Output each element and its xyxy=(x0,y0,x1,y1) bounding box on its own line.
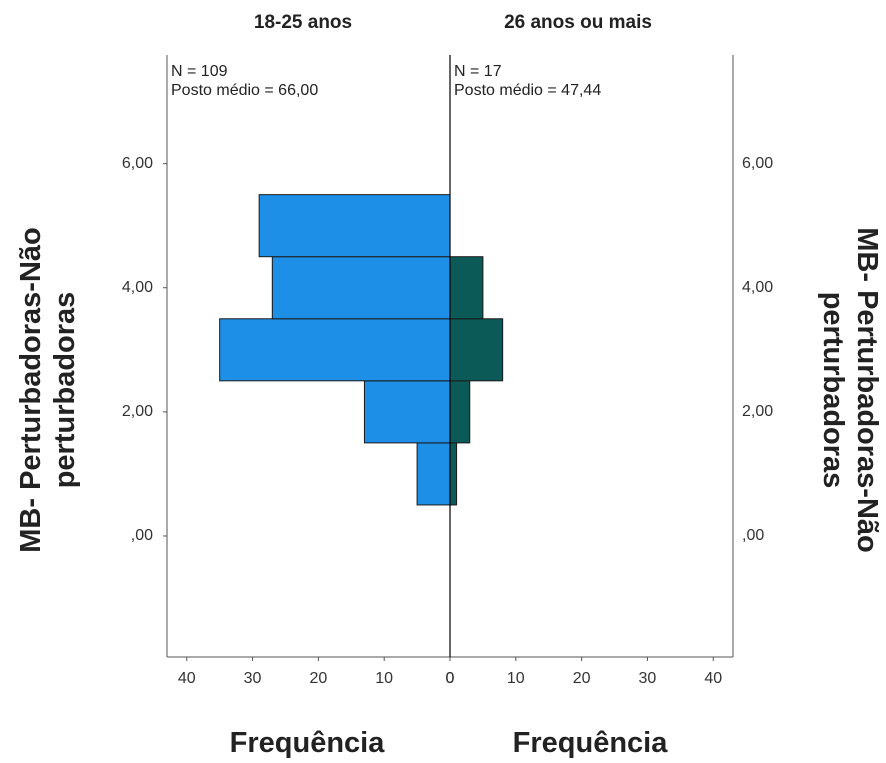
y-axis-label-line: MB- Perturbadoras-Não xyxy=(15,227,47,553)
y-axis-label: MB- Perturbadoras-Não perturbadoras xyxy=(15,227,81,553)
y-tick-label: 6,00 xyxy=(122,155,153,172)
y-axis-label-line: MB- Perturbadoras-Não xyxy=(851,227,883,553)
y-axis-label: MB- Perturbadoras-Não perturbadoras xyxy=(817,227,883,553)
bar xyxy=(363,380,451,444)
y-tick-label: ,00 xyxy=(742,527,764,544)
y-tick-label: 6,00 xyxy=(742,155,773,172)
annotation: N = 109 xyxy=(171,63,228,80)
y-tick-label: 2,00 xyxy=(742,403,773,420)
annotation: N = 17 xyxy=(454,63,502,80)
y-axis-label-line: perturbadoras xyxy=(817,292,849,489)
bar xyxy=(449,442,458,506)
panel-title: 18-25 anos xyxy=(254,12,352,33)
bar xyxy=(219,318,451,382)
y-tick-label: ,00 xyxy=(131,527,153,544)
x-tick-label: 10 xyxy=(375,670,393,687)
annotation: Posto médio = 66,00 xyxy=(171,82,318,99)
panel-title: 26 anos ou mais xyxy=(504,12,652,33)
y-tick-label: 4,00 xyxy=(742,279,773,296)
bar xyxy=(258,194,451,258)
x-tick-label: 30 xyxy=(244,670,262,687)
x-tick-label: 40 xyxy=(178,670,196,687)
x-tick-label: 0 xyxy=(446,670,455,687)
y-tick-label: 4,00 xyxy=(122,279,153,296)
y-tick-label: 2,00 xyxy=(122,403,153,420)
x-axis-label: Frequência xyxy=(230,727,386,758)
x-tick-label: 0 xyxy=(446,670,455,687)
bar xyxy=(271,256,451,320)
x-axis-label: Frequência xyxy=(513,727,669,758)
annotation: Posto médio = 47,44 xyxy=(454,82,601,99)
x-tick-label: 40 xyxy=(704,670,722,687)
bar xyxy=(449,380,471,444)
x-tick-label: 20 xyxy=(309,670,327,687)
bar xyxy=(449,318,504,382)
x-tick-label: 20 xyxy=(573,670,591,687)
bar xyxy=(449,256,484,320)
x-tick-label: 10 xyxy=(507,670,525,687)
y-axis-label-line: perturbadoras xyxy=(49,292,81,489)
bar xyxy=(416,442,451,506)
x-tick-label: 30 xyxy=(639,670,657,687)
